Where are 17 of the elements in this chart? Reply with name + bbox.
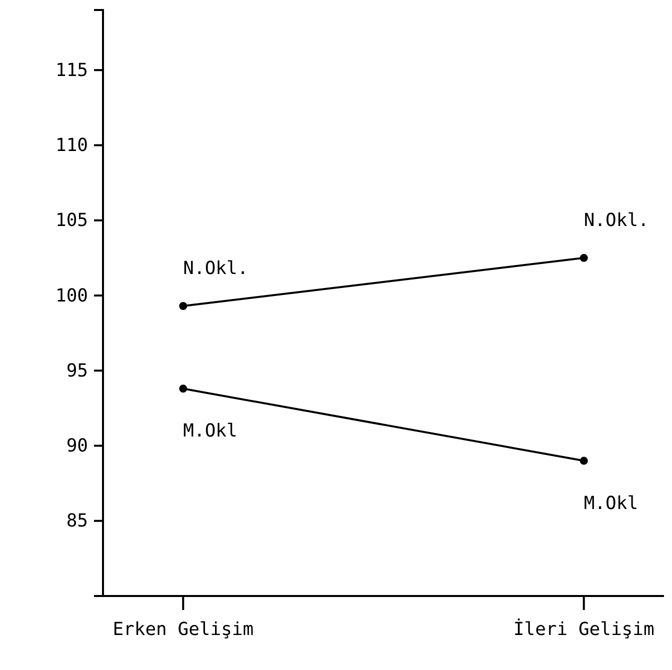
text: N.Okl. — [584, 210, 649, 231]
y-tick-label: 100 — [55, 285, 88, 306]
series-label: N.Okl. — [183, 258, 248, 280]
x-tick-label: Erken Gelişim — [112, 618, 254, 640]
point — [580, 254, 588, 262]
point — [580, 456, 588, 465]
point — [179, 384, 188, 393]
y-tick-label: 85 — [66, 510, 88, 532]
y-tick-label: 90 — [66, 436, 88, 457]
y-tick-label: 105 — [55, 210, 88, 232]
point — [179, 302, 188, 310]
x-tick-label: İleri Gelişim — [513, 618, 654, 640]
y-tick-label: 110 — [55, 134, 88, 156]
y-tick-label: 95 — [66, 360, 88, 382]
series-label: M.Okl — [183, 420, 238, 442]
y-tick-label: 115 — [55, 60, 88, 81]
text: M.Okl — [584, 492, 638, 514]
